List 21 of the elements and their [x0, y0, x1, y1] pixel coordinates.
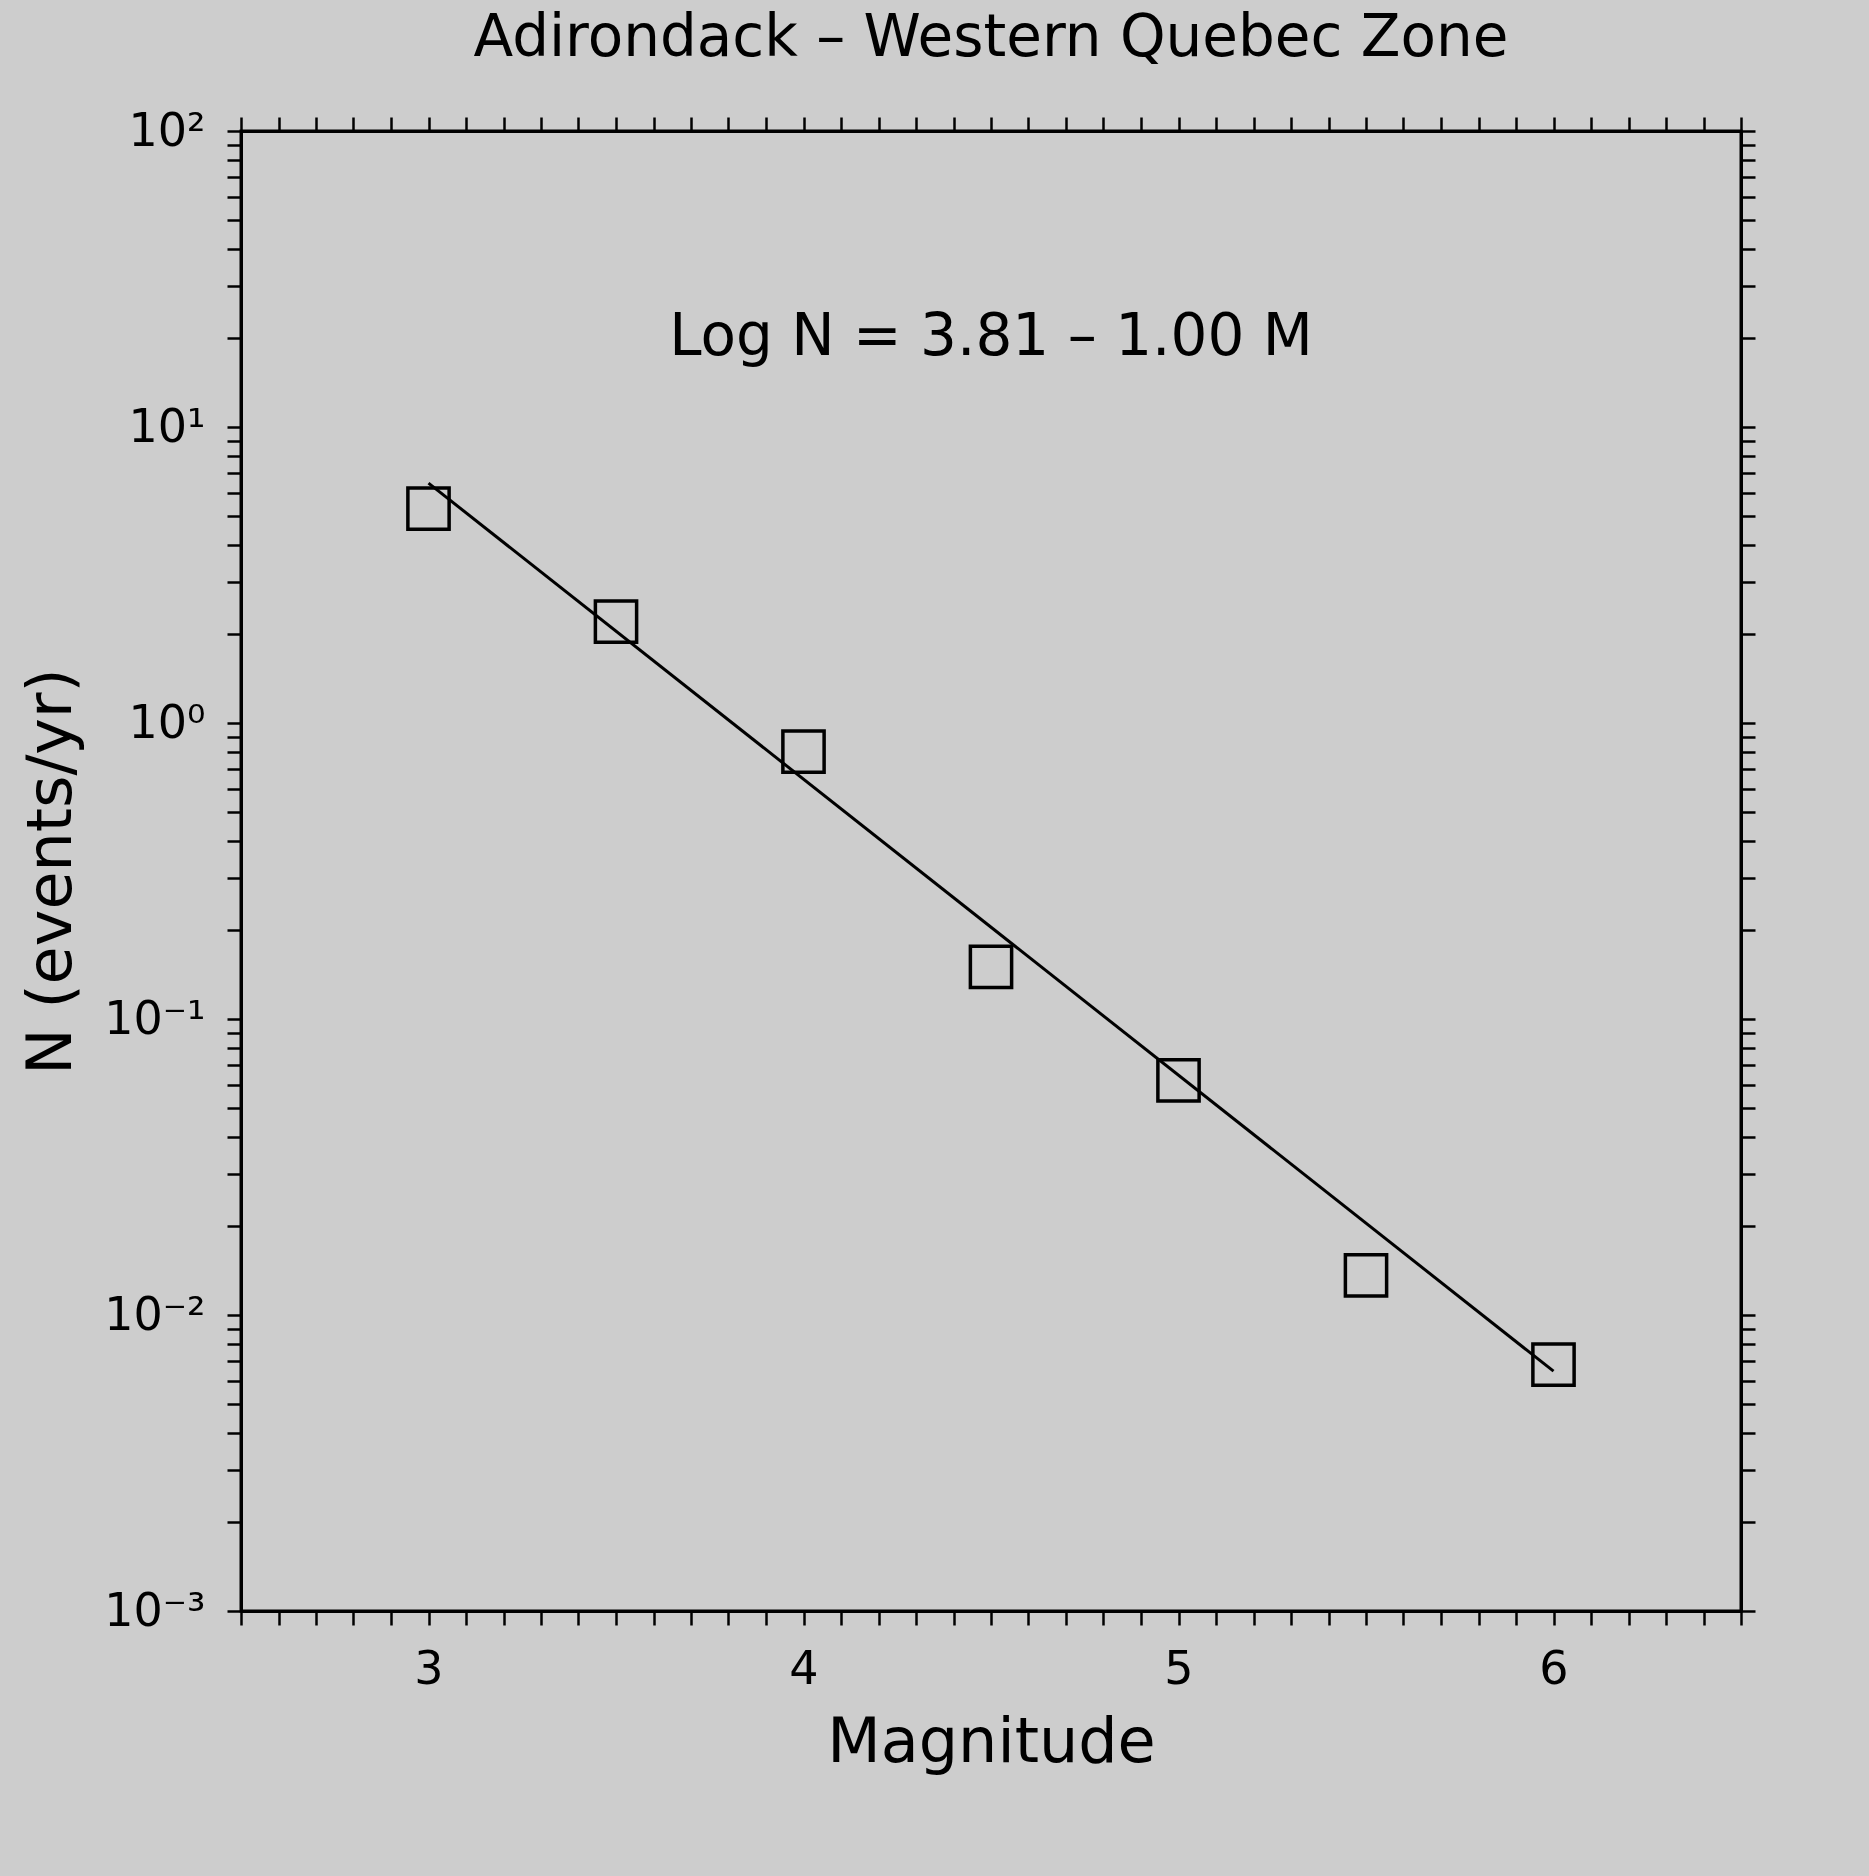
x-axis-title: Magnitude [827, 1703, 1156, 1777]
point [593, 599, 639, 645]
x-tick-label: 3 [414, 1640, 444, 1695]
y-tick-label: 10⁰ [128, 694, 206, 749]
x-tick-label: 5 [1164, 1640, 1194, 1695]
point [1343, 1253, 1389, 1298]
chart-title: Adirondack – Western Quebec Zone [473, 2, 1509, 70]
y-tick-label: 10⁻² [104, 1286, 206, 1341]
point [406, 486, 451, 531]
x-tick-label: 4 [789, 1640, 819, 1695]
y-axis-title: N (events/yr) [13, 668, 87, 1075]
point [781, 729, 826, 775]
point [1156, 1058, 1201, 1103]
x-tick-label: 6 [1539, 1640, 1569, 1695]
annotation: Log N = 3.81 – 1.00 M [669, 301, 1313, 370]
point [1531, 1342, 1576, 1387]
y-tick-label: 10⁻³ [104, 1582, 206, 1637]
y-tick-label: 10² [128, 102, 206, 157]
y-tick-label: 10⁻¹ [104, 990, 206, 1045]
y-tick-label: 10¹ [128, 398, 206, 453]
point [968, 944, 1014, 990]
